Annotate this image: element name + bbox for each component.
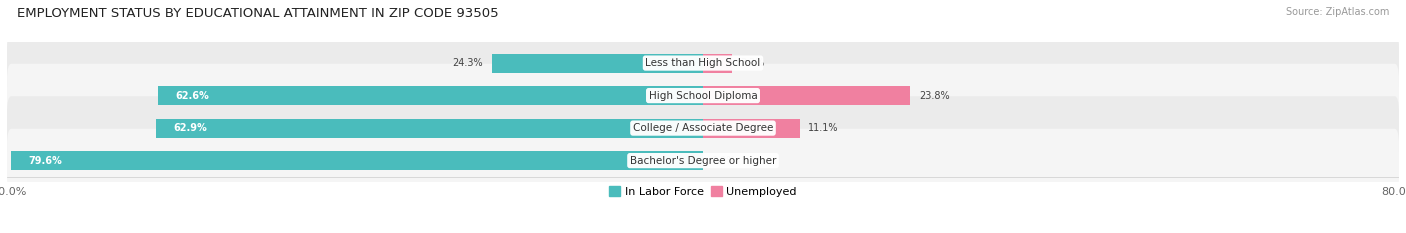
Bar [10, 151, 703, 170]
Bar [156, 119, 703, 137]
Bar [703, 86, 910, 105]
Text: 3.3%: 3.3% [741, 58, 765, 68]
FancyBboxPatch shape [7, 129, 1399, 192]
Text: Source: ZipAtlas.com: Source: ZipAtlas.com [1285, 7, 1389, 17]
Text: High School Diploma: High School Diploma [648, 91, 758, 101]
Text: 11.1%: 11.1% [808, 123, 839, 133]
Text: Less than High School: Less than High School [645, 58, 761, 68]
Text: 24.3%: 24.3% [453, 58, 482, 68]
Text: 79.6%: 79.6% [28, 156, 62, 166]
FancyBboxPatch shape [7, 64, 1399, 127]
Text: 0.0%: 0.0% [711, 156, 737, 166]
Text: Bachelor's Degree or higher: Bachelor's Degree or higher [630, 156, 776, 166]
Bar [159, 86, 703, 105]
Text: EMPLOYMENT STATUS BY EDUCATIONAL ATTAINMENT IN ZIP CODE 93505: EMPLOYMENT STATUS BY EDUCATIONAL ATTAINM… [17, 7, 499, 20]
Text: 62.6%: 62.6% [176, 91, 209, 101]
FancyBboxPatch shape [7, 31, 1399, 95]
Text: 23.8%: 23.8% [918, 91, 949, 101]
Bar [492, 54, 703, 72]
Bar [703, 119, 800, 137]
Legend: In Labor Force, Unemployed: In Labor Force, Unemployed [605, 182, 801, 201]
Bar [703, 54, 731, 72]
Text: College / Associate Degree: College / Associate Degree [633, 123, 773, 133]
Text: 62.9%: 62.9% [173, 123, 207, 133]
FancyBboxPatch shape [7, 96, 1399, 160]
